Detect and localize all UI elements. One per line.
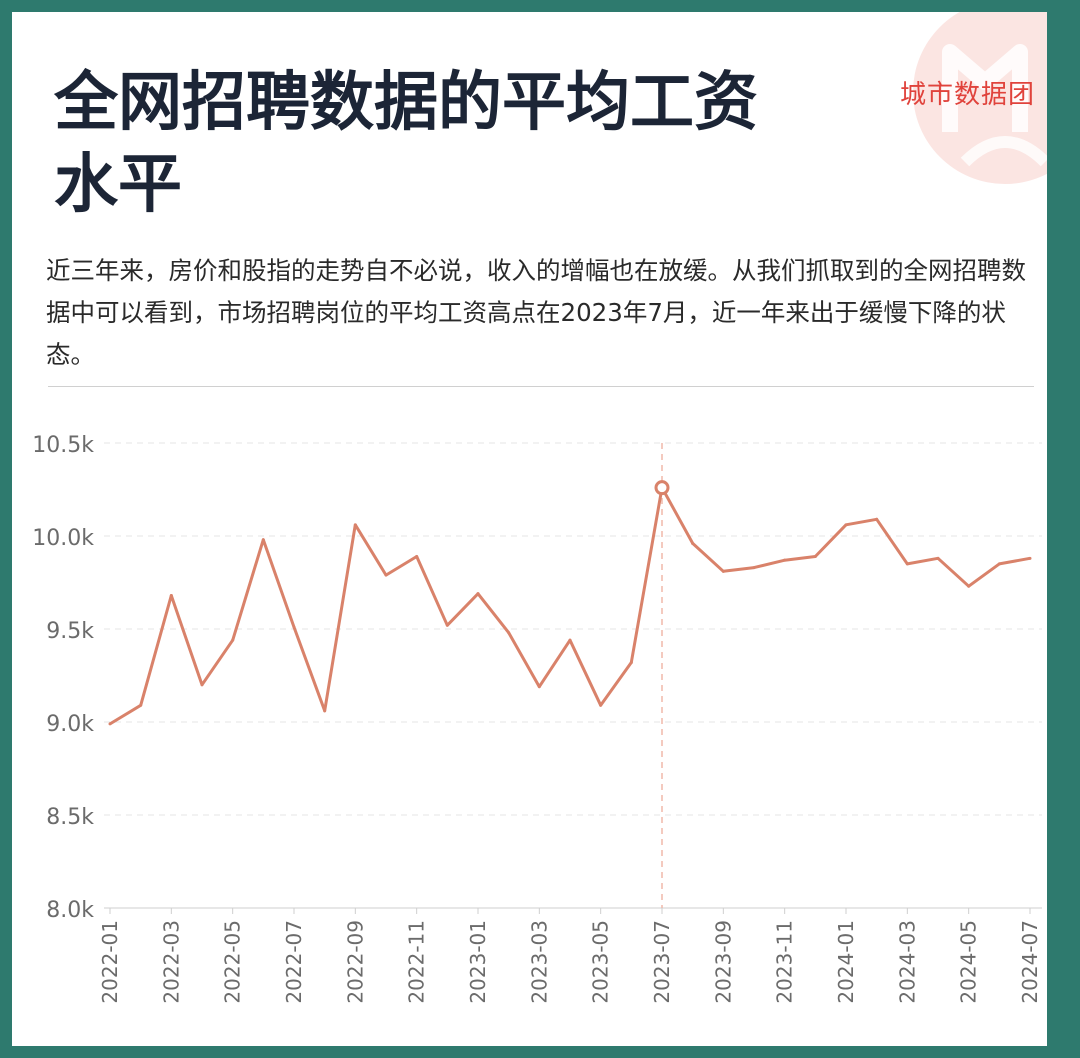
x-axis-ticks: 2022-01 2022-03 2022-05 2022-07 2022-09 2022-…: [98, 908, 1042, 1004]
y-tick-label: 10.5k: [32, 433, 94, 458]
data-point: [875, 517, 879, 521]
data-point: [691, 541, 695, 545]
y-tick-label: 8.5k: [46, 805, 94, 830]
data-point: [844, 523, 848, 527]
page-title: 全网招聘数据的平均工资 水平: [54, 62, 854, 226]
data-point: [261, 538, 265, 542]
data-point: [169, 594, 173, 598]
title-line-1: 全网招聘数据的平均工资: [54, 66, 758, 140]
x-tick-label: 2022-07: [282, 920, 306, 1004]
data-point: [384, 573, 388, 577]
y-tick-label: 9.0k: [46, 712, 94, 737]
data-point: [783, 558, 787, 562]
brand-label: 城市数据团: [899, 80, 1035, 110]
x-tick-label: 2023-09: [711, 920, 735, 1004]
data-point: [476, 592, 480, 596]
grid-lines: [104, 442, 1042, 816]
data-point: [445, 623, 449, 627]
data-point: [537, 685, 541, 689]
x-tick-label: 2022-11: [405, 920, 429, 1004]
data-points: [108, 486, 1032, 726]
data-point: [292, 625, 296, 629]
data-point: [599, 703, 603, 707]
x-tick-label: 2022-05: [221, 920, 245, 1004]
x-tick-label: 2023-07: [650, 920, 674, 1004]
data-point: [721, 569, 725, 573]
data-point: [415, 554, 419, 558]
x-tick-label: 2024-01: [834, 920, 858, 1004]
data-point: [353, 523, 357, 527]
y-tick-label: 10.0k: [32, 526, 94, 551]
chart-card: 城市数据团 全网招聘数据的平均工资 水平 近三年来，房价和股指的走势自不必说，收…: [12, 12, 1047, 1046]
data-point: [108, 722, 112, 726]
data-point: [139, 703, 143, 707]
data-point: [967, 584, 971, 588]
data-point: [568, 638, 572, 642]
x-tick-label: 2023-03: [527, 920, 551, 1004]
x-tick-label: 2024-05: [957, 920, 981, 1004]
data-point: [813, 554, 817, 558]
x-tick-label: 2023-11: [773, 920, 797, 1004]
x-tick-label: 2024-07: [1018, 920, 1042, 1004]
data-point: [200, 683, 204, 687]
x-tick-label: 2023-05: [589, 920, 613, 1004]
x-tick-label: 2023-01: [466, 920, 490, 1004]
data-point: [231, 638, 235, 642]
data-point: [936, 556, 940, 560]
highlight-point[interactable]: [654, 480, 670, 496]
description-text: 近三年来，房价和股指的走势自不必说，收入的增幅也在放缓。从我们抓取到的全网招聘数…: [46, 256, 1026, 369]
y-tick-label: 9.5k: [46, 619, 94, 644]
data-point: [1028, 556, 1032, 560]
city-data-logo-icon: [913, 12, 1047, 184]
x-tick-label: 2024-03: [895, 920, 919, 1004]
data-point: [323, 709, 327, 713]
divider: [48, 386, 1034, 387]
data-point: [752, 566, 756, 570]
series-line-average-salary: [109, 486, 1031, 726]
x-tick-label: 2022-01: [98, 920, 122, 1004]
x-tick-label: 2022-09: [343, 920, 367, 1004]
y-tick-label: 8.0k: [46, 898, 94, 923]
y-axis-ticks: 8.0k 8.5k 9.0k 9.5k 10.0k 10.5k: [32, 433, 94, 923]
data-point: [507, 631, 511, 635]
data-point: [629, 660, 633, 664]
x-tick-label: 2022-03: [159, 920, 183, 1004]
data-point: [997, 562, 1001, 566]
data-point: [905, 562, 909, 566]
title-line-2: 水平: [54, 148, 182, 222]
